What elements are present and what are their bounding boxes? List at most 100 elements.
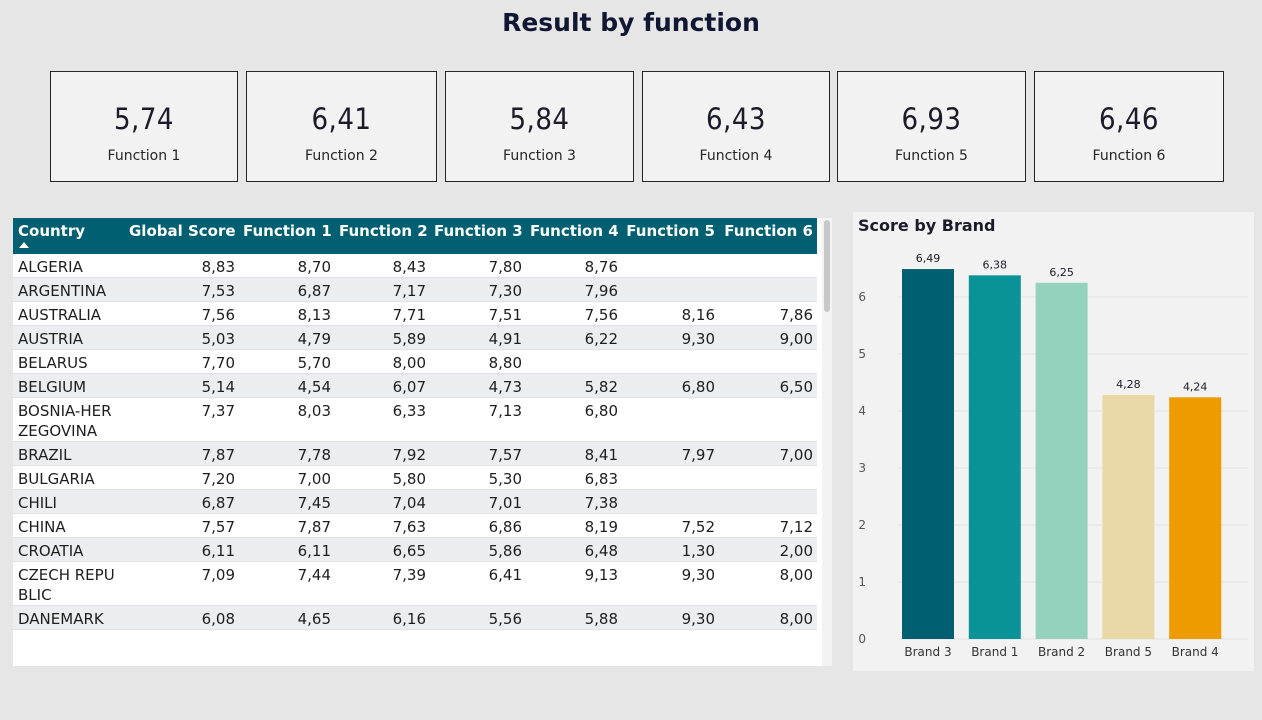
kpi-value: 5,74 [113,102,175,136]
table-scrollbar-thumb[interactable] [824,220,830,312]
column-header-label: Country [18,222,86,240]
y-tick-label: 0 [858,632,866,646]
cell-function-4: 5,88 [526,605,622,630]
y-tick-label: 5 [858,347,866,361]
cell-global-score: 7,70 [125,349,239,374]
bar-brand-4[interactable] [1169,397,1222,639]
cell-function-2: 7,39 [335,561,430,606]
column-header-country[interactable]: Country [13,218,125,254]
table-row[interactable]: BRAZIL 7,87 7,78 7,92 7,57 8,41 7,97 7,00 [13,441,817,466]
cell-country: AUSTRIA [13,325,125,350]
cell-function-5: 8,16 [622,301,719,326]
table-row[interactable]: AUSTRIA 5,03 4,79 5,89 4,91 6,22 9,30 9,00 [13,325,817,350]
cell-function-5 [622,489,719,514]
chart-title: Score by Brand [858,216,996,235]
cell-function-5 [622,397,719,442]
cell-function-3: 4,91 [430,325,526,350]
cell-function-3: 7,51 [430,301,526,326]
x-tick-label: Brand 2 [1038,645,1085,659]
cell-function-6: 9,00 [719,325,817,350]
cell-function-4: 7,96 [526,277,622,302]
bar-brand-1[interactable] [968,275,1021,639]
cell-function-4: 6,80 [526,397,622,442]
kpi-card-function-4: 6,43 Function 4 [642,71,830,182]
cell-function-4: 9,13 [526,561,622,606]
cell-function-2: 7,17 [335,277,430,302]
cell-function-5: 9,30 [622,605,719,630]
column-header-function-6[interactable]: Function 6 [719,218,817,254]
cell-function-2: 7,71 [335,301,430,326]
column-header-function-2[interactable]: Function 2 [335,218,430,254]
column-header-global-score[interactable]: Global Score [125,218,239,254]
table-row[interactable]: CROATIA 6,11 6,11 6,65 5,86 6,48 1,30 2,00 [13,537,817,562]
table-row[interactable]: BOSNIA-HERZEGOVINA 7,37 8,03 6,33 7,13 6,80 [13,397,817,442]
cell-function-3: 7,57 [430,441,526,466]
cell-function-1: 8,13 [239,301,335,326]
column-header-function-3[interactable]: Function 3 [430,218,526,254]
cell-function-6: 8,00 [719,561,817,606]
cell-function-5: 7,52 [622,513,719,538]
cell-function-4: 8,19 [526,513,622,538]
cell-country: CHINA [13,513,125,538]
cell-function-5: 9,30 [622,561,719,606]
table-row[interactable]: CHINA 7,57 7,87 7,63 6,86 8,19 7,52 7,12 [13,513,817,538]
kpi-value: 6,41 [311,102,372,136]
cell-function-6: 7,00 [719,441,817,466]
cell-country: AUSTRALIA [13,301,125,326]
table-row[interactable]: DANEMARK 6,08 4,65 6,16 5,56 5,88 9,30 8,00 [13,605,817,630]
cell-function-2: 7,92 [335,441,430,466]
table-scrollbar[interactable] [822,218,832,666]
cell-function-3: 5,56 [430,605,526,630]
cell-function-1: 6,11 [239,537,335,562]
cell-global-score: 8,83 [125,254,239,278]
cell-function-3: 6,41 [430,561,526,606]
country-table: Country Global Score Function 1 Function… [13,218,832,666]
kpi-card-function-3: 5,84 Function 3 [445,71,634,182]
bar-brand-2[interactable] [1035,282,1088,639]
table-row[interactable]: AUSTRALIA 7,56 8,13 7,71 7,51 7,56 8,16 7,86 [13,301,817,326]
cell-function-5: 9,30 [622,325,719,350]
kpi-label: Function 6 [1092,148,1166,164]
kpi-label: Function 5 [895,148,968,164]
column-header-function-4[interactable]: Function 4 [526,218,622,254]
cell-global-score: 7,37 [125,397,239,442]
data-label: 6,25 [1049,266,1074,279]
table-row[interactable]: BELARUS 7,70 5,70 8,00 8,80 [13,349,817,374]
cell-function-5 [622,349,719,374]
bar-brand-5[interactable] [1102,395,1155,639]
cell-function-6: 7,12 [719,513,817,538]
cell-function-6 [719,397,817,442]
cell-function-2: 7,63 [335,513,430,538]
cell-global-score: 7,87 [125,441,239,466]
kpi-label: Function 1 [107,148,181,164]
kpi-label: Function 3 [503,148,576,164]
cell-global-score: 7,56 [125,301,239,326]
kpi-card-function-2: 6,41 Function 2 [246,71,437,182]
kpi-value: 6,93 [901,102,962,136]
table-row[interactable]: BULGARIA 7,20 7,00 5,80 5,30 6,83 [13,465,817,490]
cell-function-5 [622,277,719,302]
data-label: 4,28 [1116,378,1141,391]
table-row[interactable]: CZECH REPUBLIC 7,09 7,44 7,39 6,41 9,13 9,30 8,… [13,561,817,606]
column-header-function-1[interactable]: Function 1 [239,218,335,254]
cell-global-score: 6,11 [125,537,239,562]
cell-function-5: 6,80 [622,373,719,398]
bar-brand-3[interactable] [902,269,954,639]
cell-function-5 [622,254,719,278]
cell-global-score: 5,03 [125,325,239,350]
kpi-card-function-1: 5,74 Function 1 [50,71,238,182]
table-row[interactable]: ALGERIA 8,83 8,70 8,43 7,80 8,76 [13,254,817,278]
column-header-function-5[interactable]: Function 5 [622,218,719,254]
cell-function-3: 7,80 [430,254,526,278]
table-row[interactable]: CHILI 6,87 7,45 7,04 7,01 7,38 [13,489,817,514]
page-title: Result by function [502,8,760,37]
cell-function-2: 6,16 [335,605,430,630]
cell-function-3: 7,30 [430,277,526,302]
kpi-label: Function 4 [699,148,773,164]
sort-ascending-icon[interactable] [19,242,29,248]
table-row[interactable]: BELGIUM 5,14 4,54 6,07 4,73 5,82 6,80 6,50 [13,373,817,398]
table-row[interactable]: ARGENTINA 7,53 6,87 7,17 7,30 7,96 [13,277,817,302]
cell-function-6: 6,50 [719,373,817,398]
cell-country: BOSNIA-HERZEGOVINA [13,397,125,442]
cell-function-6 [719,349,817,374]
